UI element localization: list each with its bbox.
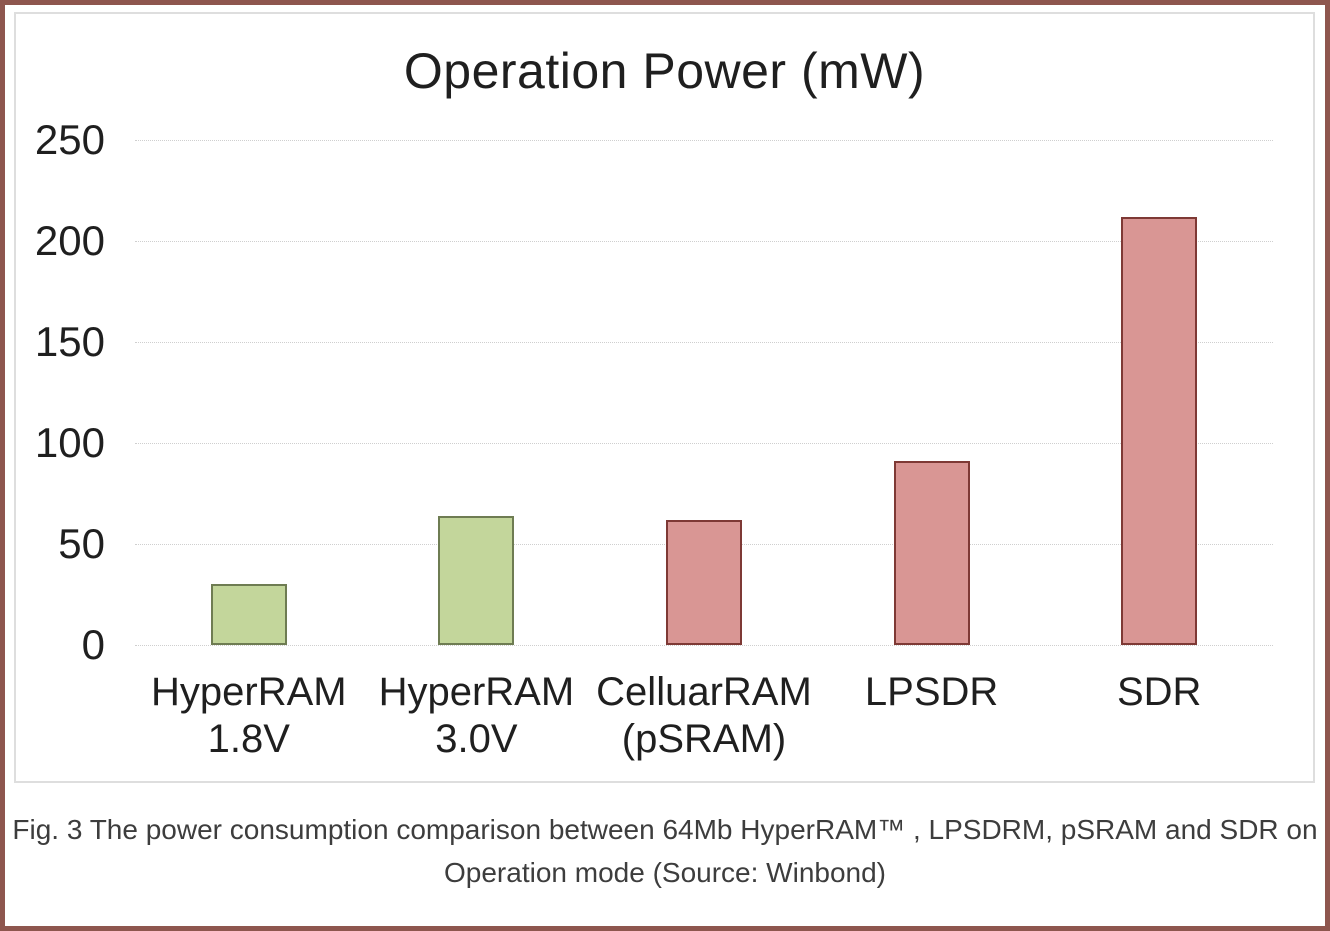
x-label-hyperram-1-8v: HyperRAM 1.8V [135,669,363,763]
gridline-100 [135,443,1273,444]
y-tick-label-100: 100 [34,419,105,466]
gridline-0 [135,645,1273,646]
chart-title: Operation Power (mW) [403,43,926,99]
bar-slot-lpsdr [818,140,1046,645]
bar-sdr [1121,217,1198,645]
plot-area [135,140,1273,646]
bar-lpsdr [893,461,970,645]
x-label-lpsdr: LPSDR [818,669,1046,716]
bar-slot-sdr [1045,140,1273,645]
x-label-line: HyperRAM [378,670,575,714]
x-label-line: HyperRAM [151,670,347,714]
x-label-line: LPSDR [864,670,999,714]
bar-slot-hyperram-3-0v [363,140,591,645]
x-label-sdr: SDR [1045,669,1273,716]
bar-hyperram-1-8v [210,584,287,645]
gridline-250 [135,140,1273,141]
x-label-celluarram-psram: CelluarRAM (pSRAM) [590,669,818,763]
x-label-line: SDR [1116,670,1202,714]
bar-slot-celluarram-psram [590,140,818,645]
x-label-line: (pSRAM) [621,717,787,761]
bar-celluarram-psram [665,520,742,645]
figure-caption: Fig. 3 The power consumption comparison … [5,808,1325,894]
x-label-hyperram-3-0v: HyperRAM 3.0V [363,669,591,763]
x-label-line: CelluarRAM [596,670,812,714]
y-tick-label-250: 250 [34,116,105,163]
y-tick-label-200: 200 [34,217,105,264]
figure-caption-line-2: Operation mode (Source: Winbond) [444,857,886,888]
y-tick-label-50: 50 [58,520,105,567]
bar-slot-hyperram-1-8v [135,140,363,645]
gridline-200 [135,241,1273,242]
x-label-line: 3.0V [435,717,518,761]
y-tick-label-150: 150 [34,318,105,365]
chart-figure: Operation Power (mW) 0 50 100 150 200 250 Hype… [14,12,1315,783]
x-label-line: 1.8V [207,717,290,761]
y-tick-label-0: 0 [81,621,105,668]
figure-caption-line-1: Fig. 3 The power consumption comparison … [12,814,1318,845]
gridline-150 [135,342,1273,343]
bar-hyperram-3-0v [438,516,515,645]
